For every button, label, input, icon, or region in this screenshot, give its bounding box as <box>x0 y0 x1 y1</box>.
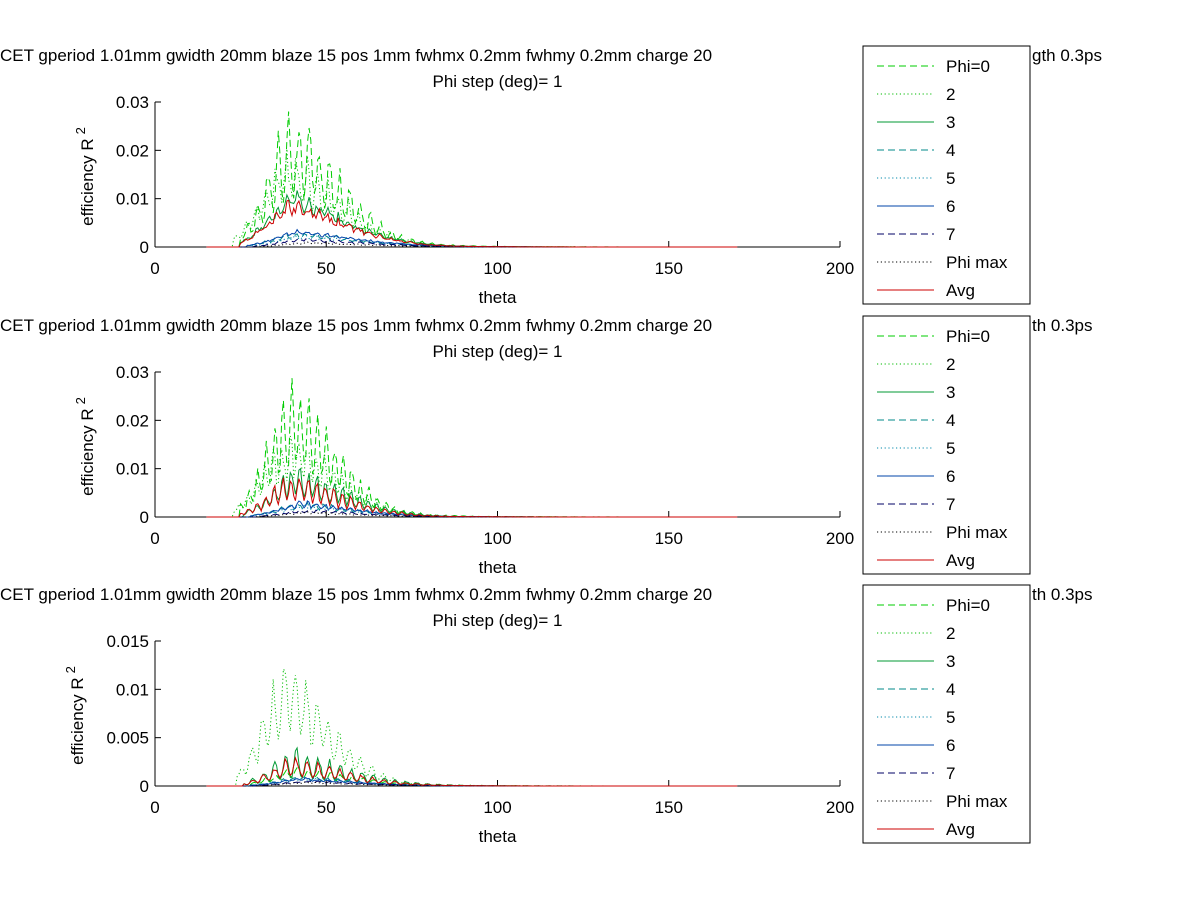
legend-box <box>862 45 1031 305</box>
series-line-5 <box>206 776 738 787</box>
legend-label: 3 <box>946 652 955 671</box>
legend-label: Phi max <box>946 523 1008 542</box>
x-tick-label: 50 <box>317 798 336 817</box>
y-tick-label: 0.015 <box>106 632 149 651</box>
legend-label: 3 <box>946 383 955 402</box>
legend-label: 4 <box>946 680 955 699</box>
legend-label: 6 <box>946 197 955 216</box>
series-line-avg <box>206 755 738 787</box>
legend-box <box>862 584 1031 844</box>
legend-label: Avg <box>946 820 975 839</box>
y-tick-label: 0 <box>140 777 149 796</box>
x-tick-label: 0 <box>150 798 159 817</box>
legend-label: 5 <box>946 439 955 458</box>
legend-label: 6 <box>946 736 955 755</box>
x-tick-label: 200 <box>826 529 854 548</box>
series-line-3 <box>206 190 738 248</box>
legend-label: 5 <box>946 708 955 727</box>
x-tick-label: 150 <box>655 798 683 817</box>
x-axis-label: theta <box>479 827 517 846</box>
y-axis-label: efficiency R 2 <box>73 127 97 226</box>
series-line-5 <box>206 233 738 248</box>
chart-title-suffix: th 0.3ps <box>1032 316 1093 335</box>
chart-title: CET gperiod 1.01mm gwidth 20mm blaze 15 … <box>0 585 712 604</box>
y-tick-label: 0.03 <box>116 363 149 382</box>
chart-title-suffix: gth 0.3ps <box>1032 46 1102 65</box>
legend-label: 5 <box>946 169 955 188</box>
x-tick-label: 100 <box>483 798 511 817</box>
x-tick-label: 0 <box>150 529 159 548</box>
chart-subtitle: Phi step (deg)= 1 <box>433 72 563 91</box>
legend-label: Phi max <box>946 792 1008 811</box>
x-tick-label: 50 <box>317 259 336 278</box>
chart-panel-2: CET gperiod 1.01mm gwidth 20mm blaze 15 … <box>0 315 1093 577</box>
y-axis-label-superscript: 2 <box>63 666 78 673</box>
y-axis-label: efficiency R 2 <box>73 397 97 496</box>
y-tick-label: 0.02 <box>116 411 149 430</box>
series-line-phi-0 <box>206 111 738 248</box>
y-tick-label: 0.01 <box>116 190 149 209</box>
x-tick-label: 150 <box>655 529 683 548</box>
y-tick-label: 0.01 <box>116 460 149 479</box>
series-line-avg <box>206 199 738 248</box>
y-axis-label-text: efficiency R <box>78 408 97 496</box>
x-axis-label: theta <box>479 288 517 307</box>
y-axis-label-text: efficiency R <box>68 677 87 765</box>
legend-label: 7 <box>946 495 955 514</box>
legend-label: Phi=0 <box>946 57 990 76</box>
y-tick-label: 0 <box>140 238 149 257</box>
legend-label: Phi=0 <box>946 327 990 346</box>
y-tick-label: 0.03 <box>116 93 149 112</box>
legend-label: Phi max <box>946 253 1008 272</box>
legend-label: 2 <box>946 85 955 104</box>
series-line-avg <box>206 477 738 518</box>
chart-panel-1: CET gperiod 1.01mm gwidth 20mm blaze 15 … <box>0 45 1102 307</box>
chart-subtitle: Phi step (deg)= 1 <box>433 611 563 630</box>
y-axis-label-superscript: 2 <box>73 127 88 134</box>
y-axis-label-superscript: 2 <box>73 397 88 404</box>
legend-label: 7 <box>946 225 955 244</box>
x-tick-label: 50 <box>317 529 336 548</box>
legend-label: 7 <box>946 764 955 783</box>
chart-title: CET gperiod 1.01mm gwidth 20mm blaze 15 … <box>0 316 712 335</box>
y-axis-label: efficiency R 2 <box>63 666 87 765</box>
legend-label: Avg <box>946 281 975 300</box>
series-line-4 <box>206 231 738 248</box>
series-line-2 <box>206 667 738 787</box>
chart-title: CET gperiod 1.01mm gwidth 20mm blaze 15 … <box>0 46 712 65</box>
legend: Phi=0 2 3 4 5 6 7 Phi max Avg <box>862 584 1031 844</box>
x-tick-label: 150 <box>655 259 683 278</box>
series-line-6 <box>206 776 738 787</box>
legend-box <box>862 315 1031 575</box>
x-tick-label: 200 <box>826 798 854 817</box>
chart-subtitle: Phi step (deg)= 1 <box>433 342 563 361</box>
chart-title-suffix: th 0.3ps <box>1032 585 1093 604</box>
legend-label: 6 <box>946 467 955 486</box>
legend: Phi=0 2 3 4 5 6 7 Phi max Avg <box>862 45 1031 305</box>
series-line-4 <box>206 775 738 787</box>
legend-label: Phi=0 <box>946 596 990 615</box>
y-tick-label: 0.01 <box>116 680 149 699</box>
legend-label: 4 <box>946 141 955 160</box>
x-tick-label: 0 <box>150 259 159 278</box>
x-tick-label: 100 <box>483 259 511 278</box>
legend-label: 4 <box>946 411 955 430</box>
y-tick-label: 0.005 <box>106 729 149 748</box>
legend-label: 2 <box>946 624 955 643</box>
chart-panel-3: CET gperiod 1.01mm gwidth 20mm blaze 15 … <box>0 584 1093 846</box>
x-tick-label: 200 <box>826 259 854 278</box>
y-tick-label: 0 <box>140 508 149 527</box>
legend-label: Avg <box>946 551 975 570</box>
x-axis-label: theta <box>479 558 517 577</box>
y-axis-label-text: efficiency R <box>78 138 97 226</box>
legend: Phi=0 2 3 4 5 6 7 Phi max Avg <box>862 315 1031 575</box>
legend-label: 3 <box>946 113 955 132</box>
y-tick-label: 0.02 <box>116 141 149 160</box>
legend-label: 2 <box>946 355 955 374</box>
x-tick-label: 100 <box>483 529 511 548</box>
